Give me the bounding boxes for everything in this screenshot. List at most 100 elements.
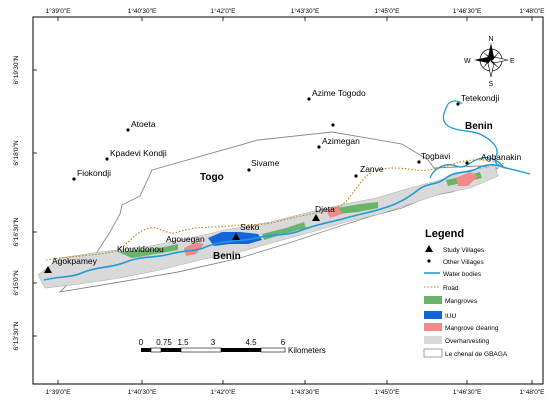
- label-djeta: Djeta: [315, 204, 335, 214]
- label-atoeta: Atoeta: [131, 119, 156, 129]
- village-dot-fiokondji: [72, 177, 76, 181]
- study-village-markers: [44, 214, 320, 273]
- top-tick-label: 1°48'0"E: [520, 7, 546, 15]
- scale-tick-0-75: 0.75: [156, 338, 172, 347]
- legend-swatch-overharvesting: [424, 336, 442, 344]
- left-ticks: [33, 69, 37, 337]
- mangrove-clearing-patch: [456, 172, 478, 186]
- compass-rose: N S E W: [464, 36, 515, 88]
- compass-w: W: [464, 58, 471, 65]
- label-zanve: Zanve: [360, 164, 384, 174]
- legend-swatch-chenal-gbaga: [423, 348, 443, 358]
- left-tick-label: 6°13'30"N: [12, 321, 20, 350]
- bottom-tick-label: 1°46'30"E: [453, 388, 482, 396]
- left-tick-label: 6°16'30"N: [12, 217, 20, 246]
- legend-swatch-mangroves: [424, 296, 442, 304]
- village-dot-kpadevi-kondji: [105, 157, 109, 161]
- country-label-togo: Togo: [200, 172, 224, 183]
- village-dot-zanve: [354, 174, 358, 178]
- mangrove-clearing-patch: [184, 242, 204, 256]
- scale-tick-0: 0: [139, 338, 144, 347]
- road: [45, 159, 505, 261]
- village-dot-azime-togodo: [307, 97, 311, 101]
- water-body-north-channel: [442, 103, 531, 175]
- top-tick-label: 1°42'0"E: [211, 7, 237, 15]
- study-village-triangle: [232, 233, 240, 240]
- village-dot-atoeta: [126, 128, 130, 132]
- legend-title: Legend: [425, 228, 464, 240]
- mangroves-patch: [118, 244, 178, 258]
- label-agokpamey: Agokpamey: [52, 256, 98, 266]
- village-dot-sivame: [247, 168, 251, 172]
- legend-swatch-mangrove-clearing: [424, 323, 442, 331]
- bottom-tick-label: 1°42'0"E: [211, 388, 237, 396]
- label-agouegan: Agouegan: [166, 234, 205, 244]
- top-tick-label: 1°43'30"E: [291, 7, 320, 15]
- left-tick-label: 6°15'0"N: [12, 270, 20, 296]
- legend-label-road: Road: [443, 285, 459, 292]
- compass-s: S: [489, 81, 494, 88]
- legend-label-study-villages: Study Villages: [443, 247, 485, 254]
- top-tick-labels: 1°39'0"E 1°40'30"E 1°42'0"E 1°43'30"E 1°…: [46, 7, 546, 15]
- water-body-north-inlet: [447, 100, 463, 105]
- study-village-triangle: [312, 214, 320, 221]
- legend-label-mangrove-clearing: Mangrove clearing: [445, 325, 499, 332]
- bottom-ticks: [57, 380, 533, 384]
- legend-label-chenal-gbaga: Le chenal de GBAGA: [445, 351, 508, 358]
- bottom-tick-label: 1°39'0"E: [46, 388, 72, 396]
- left-tick-label: 6°18'0"N: [12, 140, 20, 166]
- label-azime-togodo: Azime Togodo: [312, 88, 366, 98]
- water-body-main: [43, 164, 507, 281]
- bottom-tick-label: 1°48'0"E: [520, 388, 546, 396]
- bottom-tick-label: 1°45'0"E: [375, 388, 401, 396]
- top-tick-label: 1°46'30"E: [453, 7, 482, 15]
- legend-swatch-other-villages: [427, 259, 431, 263]
- village-dot-tetekondji: [456, 102, 460, 106]
- legend-label-iuu: IUU: [445, 313, 457, 320]
- village-dot-azimegan-n: [331, 123, 335, 127]
- country-label-benin-east: Benin: [465, 121, 493, 132]
- village-dot-togbavi: [417, 160, 421, 164]
- scale-unit: Kilometers: [288, 346, 326, 355]
- top-tick-label: 1°40'30"E: [128, 7, 157, 15]
- label-tetekondji: Tetekondji: [461, 93, 499, 103]
- bottom-tick-label: 1°40'30"E: [128, 388, 157, 396]
- legend-label-overharvesting: Overharvesting: [445, 338, 489, 345]
- label-azimegan: Azimegan: [322, 136, 360, 146]
- label-togbavi: Togbavi: [421, 151, 450, 161]
- study-village-triangle: [44, 266, 52, 273]
- scale-tick-4-5: 4.5: [245, 338, 257, 347]
- legend-label-other-villages: Other Villages: [443, 259, 484, 266]
- label-klouvidonou: Klouvidonou: [117, 244, 164, 254]
- legend: Legend Study Villages Other Villages Wat…: [423, 228, 508, 358]
- bottom-tick-label: 1°43'30"E: [291, 388, 320, 396]
- label-sivame: Sivame: [251, 158, 280, 168]
- left-tick-labels: 6°19'30"N 6°18'0"N 6°16'30"N 6°15'0"N 6°…: [12, 55, 20, 350]
- legend-label-mangroves: Mangroves: [445, 298, 478, 305]
- scale-tick-6: 6: [281, 338, 286, 347]
- compass-n: N: [489, 36, 494, 43]
- top-ticks: [57, 17, 533, 21]
- top-tick-label: 1°39'0"E: [46, 7, 72, 15]
- village-dot-agbanakin: [465, 161, 469, 165]
- legend-swatch-study-villages: [425, 245, 433, 252]
- scale-tick-1-5: 1.5: [177, 338, 189, 347]
- bottom-tick-labels: 1°39'0"E 1°40'30"E 1°42'0"E 1°43'30"E 1°…: [46, 388, 546, 396]
- country-label-benin-south: Benin: [213, 251, 241, 262]
- compass-e: E: [510, 58, 515, 65]
- top-tick-label: 1°45'0"E: [375, 7, 401, 15]
- village-dot-azimegan: [317, 145, 321, 149]
- label-fiokondji: Fiokondji: [77, 168, 111, 178]
- label-agbanakin: Agbanakin: [481, 152, 521, 162]
- label-kpadevi-kondji: Kpadevi Kondji: [110, 148, 167, 158]
- other-village-markers: [72, 97, 469, 181]
- legend-swatch-iuu: [424, 311, 442, 319]
- mangroves-patch: [336, 202, 378, 214]
- label-seko: Seko: [240, 222, 260, 232]
- left-tick-label: 6°19'30"N: [12, 55, 20, 84]
- scale-tick-3: 3: [211, 338, 216, 347]
- scale-bar: 0 0.75 1.5 3 4.5 6 Kilometers: [139, 338, 326, 355]
- legend-label-water-bodies: Water bodies: [443, 271, 482, 278]
- mangrove-clearing-patch: [326, 206, 342, 218]
